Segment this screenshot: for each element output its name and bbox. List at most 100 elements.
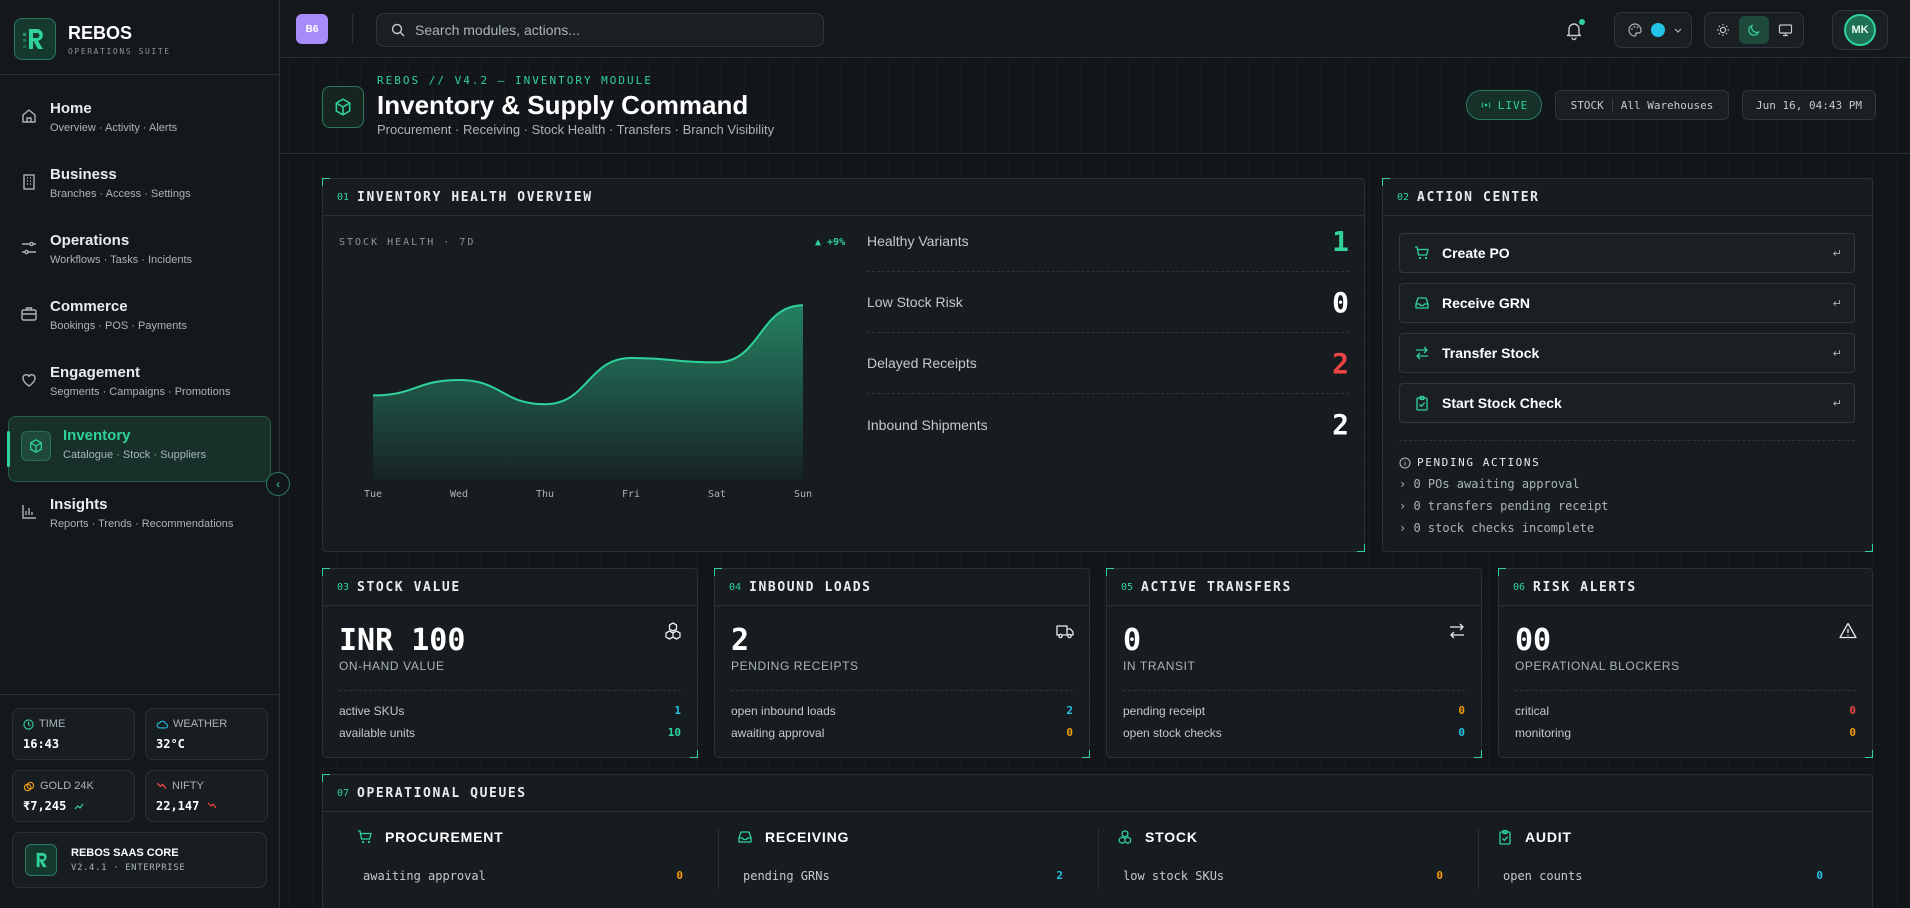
cart-icon	[1415, 246, 1429, 260]
sidebar-divider	[0, 694, 279, 695]
sidebar-item-commerce[interactable]: Commerce Bookings · POS · Payments	[8, 284, 271, 350]
time-label: TIME	[39, 718, 66, 730]
dark-mode-button[interactable]	[1739, 16, 1769, 44]
sidebar-item-business[interactable]: Business Branches · Access · Settings	[8, 152, 271, 218]
receive-grn-button[interactable]: Receive GRN ↵	[1399, 283, 1855, 323]
queue-title: RECEIVING	[765, 829, 850, 845]
transfer-stock-button[interactable]: Transfer Stock ↵	[1399, 333, 1855, 373]
sidebar-divider	[0, 74, 279, 75]
search-box[interactable]	[376, 13, 824, 47]
sidebar-item-insights[interactable]: Insights Reports · Trends · Recommendati…	[8, 482, 271, 548]
sidebar-item-label: Engagement	[50, 364, 141, 381]
stat-row-label: open inbound loads	[731, 704, 836, 718]
sidebar-item-operations[interactable]: Operations Workflows · Tasks · Incidents	[8, 218, 271, 284]
inventory-health-panel: 01 INVENTORY HEALTH OVERVIEW STOCK HEALT…	[322, 178, 1365, 552]
queue-row: low stock SKUs 0	[1123, 869, 1443, 883]
sidebar-item-label: Inventory	[63, 427, 131, 444]
stock-label: STOCK	[1570, 98, 1604, 112]
panel-title: ACTION CENTER	[1417, 189, 1540, 205]
stock-value-card: 03 STOCK VALUE INR 100 ON-HAND VALUE act…	[322, 568, 698, 758]
transfer-icon	[1416, 346, 1428, 360]
stock-scope-selector[interactable]: STOCK All Warehouses	[1555, 90, 1729, 120]
queue-divider	[1098, 829, 1099, 889]
stat-row-value: 0	[1849, 704, 1856, 717]
panel-title: INVENTORY HEALTH OVERVIEW	[357, 189, 593, 205]
collapse-sidebar-button[interactable]: ‹	[266, 472, 290, 496]
panel-title: OPERATIONAL QUEUES	[357, 785, 527, 801]
create-po-button[interactable]: Create PO ↵	[1399, 233, 1855, 273]
theme-picker[interactable]	[1614, 12, 1692, 48]
stat-value: 2	[731, 623, 750, 658]
queue-divider	[1478, 829, 1479, 889]
start-stock-check-button[interactable]: Start Stock Check ↵	[1399, 383, 1855, 423]
heart-icon	[22, 374, 36, 387]
queue-row-value: 2	[1056, 869, 1063, 882]
panel-corner	[1498, 568, 1506, 576]
stat-divider	[1515, 690, 1856, 691]
x-tick-label: Tue	[363, 489, 383, 500]
transfer-icon	[1450, 623, 1464, 639]
rebos-logo-icon	[25, 844, 57, 876]
panel-corner	[1357, 544, 1365, 552]
sidebar-item-sub: Catalogue · Stock · Suppliers	[63, 449, 207, 461]
clock-icon	[23, 718, 34, 730]
queue-title: PROCUREMENT	[385, 829, 504, 845]
x-tick-label: Thu	[535, 489, 555, 500]
bar-chart-icon	[22, 505, 36, 519]
user-menu[interactable]: MK	[1832, 10, 1888, 50]
panel-corner	[1865, 750, 1873, 758]
datetime-badge: Jun 16, 04:43 PM	[1742, 90, 1876, 120]
light-mode-button[interactable]	[1708, 16, 1737, 44]
sidebar-item-home[interactable]: Home Overview · Activity · Alerts	[8, 86, 271, 152]
search-input[interactable]	[415, 22, 795, 38]
stat-row-label: critical	[1515, 704, 1550, 718]
panel-header: 07 OPERATIONAL QUEUES	[323, 775, 1872, 812]
action-center-panel: 02 ACTION CENTER Create PO ↵ Receive GRN…	[1382, 178, 1873, 552]
sidebar-item-engagement[interactable]: Engagement Segments · Campaigns · Promot…	[8, 350, 271, 416]
workspace-badge[interactable]: B6	[296, 14, 328, 44]
queue-procurement[interactable]: PROCUREMENT awaiting approval 0	[343, 829, 703, 908]
core-version-card[interactable]: REBOS SAAS CORE V2.4.1 · ENTERPRISE	[12, 832, 267, 888]
trend-down-icon	[156, 782, 167, 789]
stat-row: pending receipt 0	[1123, 704, 1465, 718]
pending-divider	[1399, 440, 1855, 441]
brand[interactable]: REBOS OPERATIONS SUITE	[14, 18, 171, 60]
x-tick-label: Sat	[707, 489, 727, 500]
stat-row: open inbound loads 2	[731, 704, 1073, 718]
stat-row-value: 0	[1066, 726, 1073, 739]
panel-number: 06	[1513, 581, 1526, 593]
info-icon	[1399, 456, 1411, 469]
stat-row-label: available units	[339, 726, 416, 740]
action-label: Transfer Stock	[1442, 345, 1540, 361]
sidebar-item-sub: Overview · Activity · Alerts	[50, 122, 178, 134]
sidebar-widgets: TIME 16:43 WEATHER 32°C GOLD 24K ₹7,245 …	[12, 708, 268, 888]
panel-corner	[1106, 568, 1114, 576]
stat-row-label: pending receipt	[1123, 704, 1206, 718]
theme-color-swatch	[1651, 23, 1665, 37]
metric-label: Healthy Variants	[867, 233, 969, 249]
queue-receiving[interactable]: RECEIVING pending GRNs 2	[723, 829, 1083, 908]
chart-line	[372, 304, 804, 406]
pending-title-text: PENDING ACTIONS	[1417, 456, 1541, 469]
sidebar-item-inventory[interactable]: Inventory Catalogue · Stock · Suppliers	[7, 416, 271, 482]
cloud-icon	[156, 720, 168, 728]
queue-divider	[718, 829, 719, 889]
sidebar-nav: Home Overview · Activity · Alerts Busine…	[7, 86, 271, 548]
chart-delta: ▲ +9%	[815, 237, 846, 248]
live-label: LIVE	[1497, 98, 1529, 112]
metric-label: Delayed Receipts	[867, 355, 977, 371]
coins-icon	[23, 781, 35, 791]
page-kicker: REBOS // V4.2 — INVENTORY MODULE	[377, 74, 653, 87]
notifications-button[interactable]	[1562, 18, 1586, 42]
topbar: B6 MK	[280, 0, 1910, 58]
system-mode-button[interactable]	[1771, 16, 1800, 44]
enter-key-icon: ↵	[1832, 297, 1842, 310]
stat-row-value: 1	[674, 704, 681, 717]
live-status-badge: LIVE	[1466, 90, 1542, 120]
queue-stock[interactable]: STOCK low stock SKUs 0	[1103, 829, 1463, 908]
stat-caption: ON-HAND VALUE	[339, 659, 445, 673]
stock-pill-divider	[1611, 99, 1613, 111]
nifty-label: NIFTY	[172, 780, 204, 792]
queue-audit[interactable]: AUDIT open counts 0	[1483, 829, 1843, 908]
action-label: Receive GRN	[1442, 295, 1530, 311]
